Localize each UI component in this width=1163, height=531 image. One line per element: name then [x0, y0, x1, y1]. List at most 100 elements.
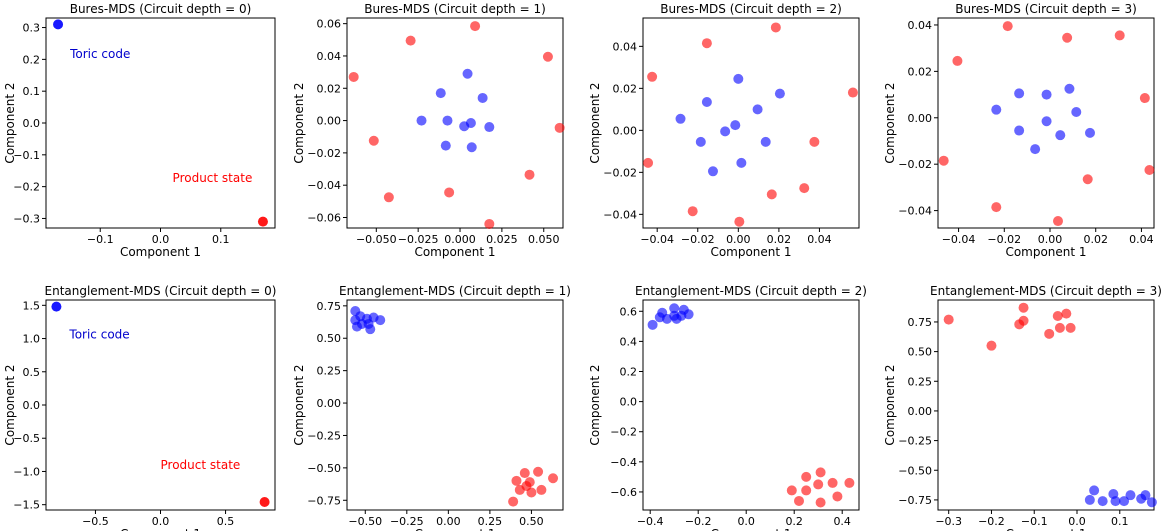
subplot-1: Bures-MDS (Circuit depth = 0) −0.1 0.0 0.1 −…	[3, 2, 276, 259]
subplot-2: Bures-MDS (Circuit depth = 1)−0.050 −0.02…	[292, 2, 565, 259]
product-state-point	[1054, 322, 1065, 333]
x-tick-label: −0.1	[1021, 515, 1048, 528]
product-state-point	[554, 122, 565, 133]
toric-code-point	[1014, 88, 1025, 99]
product-state-point	[1018, 302, 1029, 313]
subplot-5: Entanglement-MDS (Circuit depth = 0) −0.5…	[3, 284, 276, 531]
toric-code-point	[1071, 106, 1082, 117]
y-tick-label: −0.02	[898, 158, 932, 171]
product-state-point	[809, 136, 820, 147]
y-tick-label: 0.50	[908, 346, 933, 359]
product-state-point	[847, 87, 858, 98]
axes-frame	[642, 299, 860, 511]
product-state-point	[1144, 164, 1155, 175]
y-axis-label: Component 2	[292, 82, 306, 163]
axes-frame	[937, 299, 1155, 511]
x-tick-label: 0.25	[478, 515, 503, 528]
product-state-point	[1082, 174, 1093, 185]
subplot-8: Entanglement-MDS (Circuit depth = 3) −0.3…	[883, 284, 1162, 531]
product-state-point	[1114, 30, 1125, 41]
y-tick-label: 0.75	[908, 316, 933, 329]
y-tick-label: −0.50	[898, 464, 932, 477]
y-tick-label: 0.00	[317, 397, 342, 410]
product-state-point	[514, 484, 525, 495]
subplot-title: Entanglement-MDS (Circuit depth = 1)	[339, 284, 571, 298]
x-tick-label: 0.00	[1038, 233, 1063, 246]
product-state-point	[938, 155, 949, 166]
x-tick-label: −0.02	[681, 233, 715, 246]
x-tick-label: 0.4	[833, 515, 851, 528]
toric-code-point	[669, 303, 680, 314]
toric-code-point	[774, 88, 785, 99]
product-state-point	[991, 202, 1002, 213]
y-tick-label: −0.1	[13, 149, 40, 162]
product-state-point	[1061, 308, 1072, 319]
product-state-point	[815, 497, 826, 508]
product-state-point	[519, 468, 530, 479]
axes-frame	[642, 17, 860, 229]
y-tick-label: −0.4	[610, 456, 637, 469]
toric-code-point	[752, 104, 763, 115]
toric-code-point	[707, 166, 718, 177]
x-tick-label: 0.000	[444, 233, 476, 246]
subplot-title: Entanglement-MDS (Circuit depth = 2)	[635, 284, 867, 298]
x-tick-label: 0.1	[1111, 515, 1129, 528]
x-tick-label: −0.050	[356, 233, 397, 246]
x-tick-label: −0.04	[640, 233, 674, 246]
product-state-point	[801, 471, 812, 482]
y-tick-label: −1.5	[13, 499, 40, 512]
toric-code-point	[442, 115, 453, 126]
x-axis-label: Component 1	[414, 527, 495, 531]
y-tick-label: 0.3	[23, 22, 41, 35]
y-tick-label: 0.5	[23, 366, 41, 379]
product-state-point	[508, 496, 519, 507]
toric-code-point	[1146, 497, 1157, 508]
product-state-point	[801, 485, 812, 496]
x-tick-label: 0.025	[486, 233, 518, 246]
x-tick-label: −0.4	[637, 515, 664, 528]
subplot-title: Entanglement-MDS (Circuit depth = 0)	[45, 284, 277, 298]
product-state-point	[815, 467, 826, 478]
x-tick-label: −0.02	[987, 233, 1021, 246]
axes-frame	[937, 17, 1155, 229]
x-axis-label: Component 1	[710, 527, 791, 531]
y-tick-label: −0.25	[898, 435, 932, 448]
product-state-point	[1139, 93, 1150, 104]
y-tick-label: −0.75	[307, 494, 341, 507]
product-state-point	[444, 187, 455, 198]
y-tick-label: −0.02	[603, 166, 637, 179]
toric-code-point	[1030, 144, 1041, 155]
product-state-point	[813, 479, 824, 490]
toric-code-point	[1097, 496, 1108, 507]
x-tick-label: −0.25	[390, 515, 424, 528]
toric-code-point	[1125, 490, 1136, 501]
x-tick-label: −0.1	[87, 233, 114, 246]
product-state-point	[257, 216, 268, 227]
toric-code-point	[416, 115, 427, 126]
toric-code-point	[736, 157, 747, 168]
product-state-point	[766, 189, 777, 200]
x-tick-label: −0.2	[685, 515, 712, 528]
x-tick-label: 0.00	[726, 233, 751, 246]
toric-code-point	[1089, 485, 1100, 496]
y-tick-label: 0.04	[613, 40, 638, 53]
product-state-point	[1053, 216, 1063, 227]
y-tick-label: −0.04	[898, 205, 932, 218]
subplot-6: Entanglement-MDS (Circuit depth = 1) −0.5…	[292, 284, 571, 531]
product-state-point	[701, 38, 712, 49]
y-tick-label: 0.2	[620, 366, 638, 379]
toric-code-point	[365, 324, 376, 335]
x-tick-label: 0.04	[807, 233, 832, 246]
product-state-annotation: Product state	[173, 171, 253, 185]
product-state-point	[1065, 322, 1076, 333]
toric-code-point	[465, 118, 476, 128]
product-state-point	[526, 487, 537, 498]
product-state-point	[1052, 311, 1063, 322]
product-state-point	[986, 340, 997, 351]
y-tick-label: 1.5	[23, 299, 41, 312]
toric-code-point	[675, 113, 686, 124]
toric-code-point	[991, 104, 1002, 115]
x-axis-label: Component 1	[120, 245, 201, 259]
product-state-point	[484, 218, 495, 229]
